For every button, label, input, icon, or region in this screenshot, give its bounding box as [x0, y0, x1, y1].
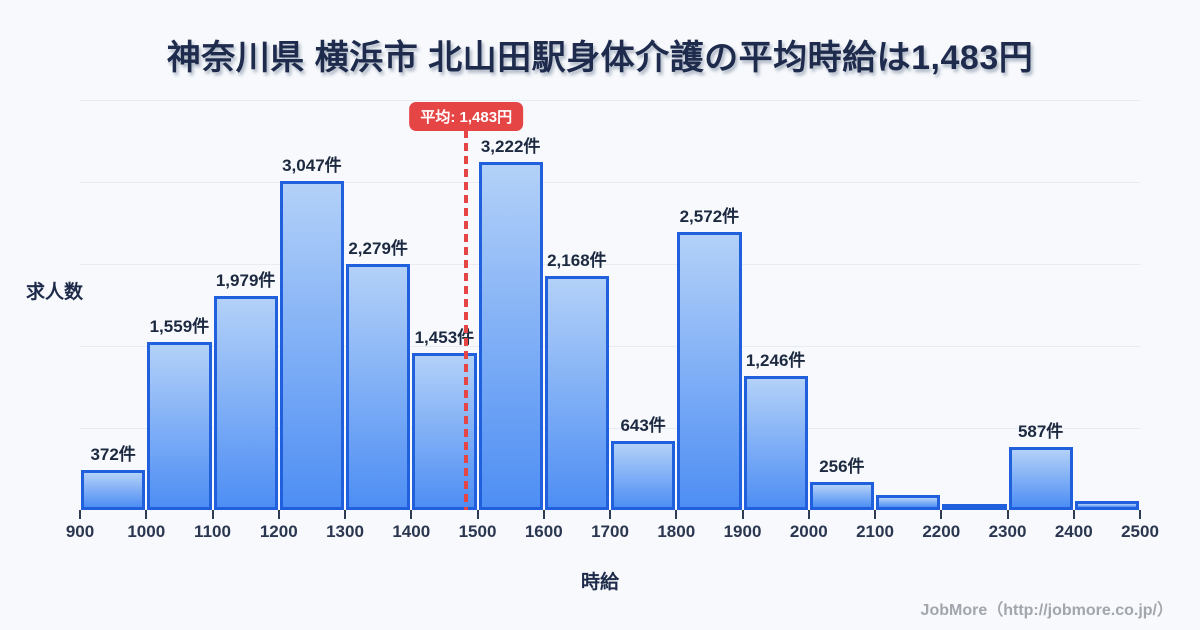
histogram-bar: [1074, 501, 1139, 510]
average-value-badge: 平均: 1,483円: [409, 102, 524, 131]
x-axis-tick-label: 1700: [591, 522, 629, 541]
x-axis-tick-label: 2200: [922, 522, 961, 541]
x-axis-tick-label: 1300: [326, 522, 364, 541]
x-axis-tick-label: 1000: [127, 522, 166, 541]
histogram-bar: [213, 296, 278, 510]
bar-value-label: 643件: [620, 416, 666, 435]
gridline: [80, 346, 1140, 347]
x-axis-tick: [145, 510, 148, 519]
x-axis-tick: [476, 510, 479, 519]
bar-value-label: 372件: [90, 445, 136, 464]
gridline: [80, 264, 1140, 265]
x-axis-tick-label: 900: [65, 522, 95, 541]
x-axis-tick-label: 1500: [458, 522, 497, 541]
x-axis-tick-label: 1600: [524, 522, 563, 541]
bar-value-label: 2,279件: [348, 239, 408, 258]
x-axis-tick: [609, 510, 611, 519]
x-axis-label: 時給: [580, 572, 619, 593]
histogram-bar: [942, 504, 1007, 510]
bar-value-label: 2,168件: [547, 251, 607, 270]
histogram-bar: [544, 276, 609, 510]
histogram-bar: [1008, 447, 1073, 510]
histogram-bar: [478, 162, 543, 510]
x-axis-tick: [277, 510, 280, 519]
average-dashed-line: [464, 130, 469, 510]
x-axis-tick: [675, 510, 678, 519]
x-axis-tick: [344, 510, 346, 519]
x-axis-tick: [741, 510, 744, 519]
x-axis-tick-label: 1400: [392, 522, 431, 541]
page-title: 神奈川県 横浜市 北山田駅身体介護の平均時給は1,483円: [166, 39, 1034, 77]
x-axis-tick: [1006, 510, 1009, 519]
x-axis-tick: [940, 510, 943, 519]
x-axis-tick-label: 1800: [657, 522, 696, 541]
footer-credit: JobMore（http://jobmore.co.jp/）: [920, 602, 1173, 619]
x-axis-tick-label: 1200: [259, 522, 298, 541]
histogram-bar: [81, 470, 146, 510]
histogram-bar: [743, 376, 808, 510]
x-axis-tick-label: 2400: [1054, 522, 1093, 541]
x-axis-tick: [79, 510, 81, 519]
x-axis-tick: [410, 510, 413, 519]
gridline: [80, 428, 1140, 429]
bar-value-label: 1,246件: [745, 351, 806, 370]
plot-area: 平均: 1,483円 372件 1,559件 1,979件 3,047件 2,279件 1…: [66, 100, 1159, 541]
histogram-bar: [279, 181, 344, 510]
x-axis-tick: [542, 510, 545, 519]
histogram-bar: [611, 441, 676, 510]
x-axis-tick: [1139, 510, 1141, 519]
bar-value-label: 2,572件: [679, 207, 740, 226]
bar-value-label: 1,559件: [149, 317, 210, 336]
histogram-bar: [809, 482, 874, 510]
y-axis-label: 求人数: [26, 282, 84, 303]
x-axis-tick-label: 2000: [789, 522, 828, 541]
bar-value-label: 587件: [1017, 422, 1064, 441]
x-axis-tick: [1072, 510, 1075, 519]
x-axis-tick-label: 2500: [1121, 522, 1159, 541]
histogram-bar: [147, 342, 212, 510]
bar-value-label: 3,222件: [480, 137, 541, 156]
histogram-bar: [677, 232, 742, 510]
x-axis-tick: [807, 510, 810, 519]
histogram-bar: [346, 264, 411, 510]
x-axis-tick-label: 1900: [723, 522, 762, 541]
x-axis-tick-label: 1100: [194, 522, 231, 541]
histogram-bar: [876, 495, 941, 510]
x-axis-tick-label: 2300: [988, 522, 1027, 541]
bar-value-label: 256件: [819, 457, 865, 476]
bar-value-label: 1,979件: [215, 271, 276, 290]
gridline: [80, 182, 1140, 183]
bar-value-label: 3,047件: [282, 156, 342, 175]
x-axis-tick-label: 2100: [856, 522, 894, 541]
gridline: [80, 100, 1140, 101]
bar-value-label: 1,453件: [414, 328, 475, 347]
x-axis-tick: [874, 510, 876, 519]
x-axis-tick: [211, 510, 214, 519]
